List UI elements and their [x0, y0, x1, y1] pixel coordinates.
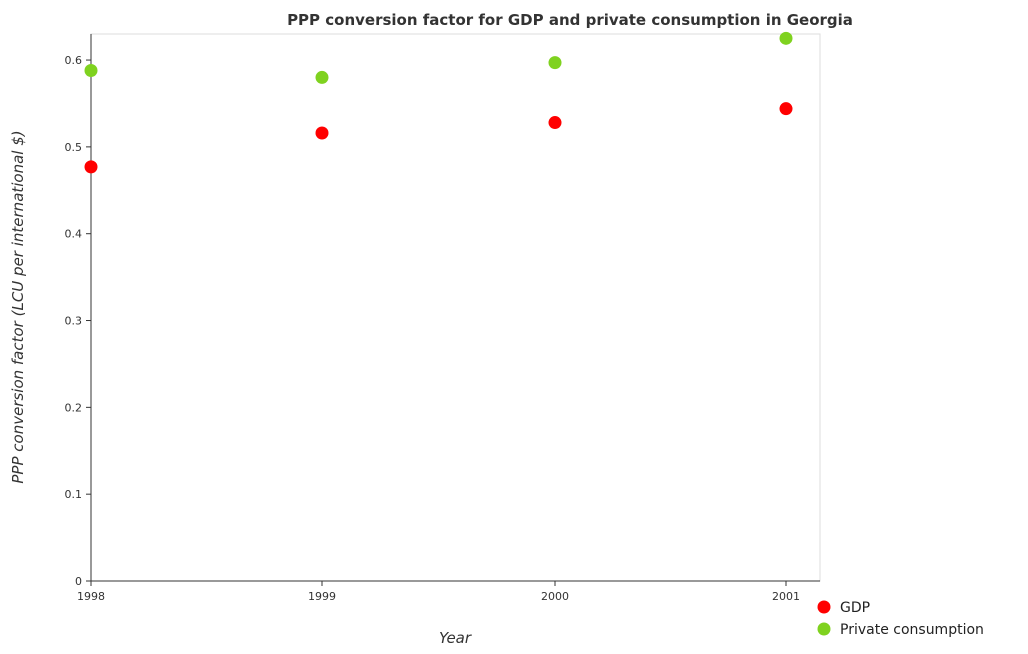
x-tick-label: 1999 [308, 590, 336, 603]
data-point-gdp-2001 [779, 102, 793, 116]
data-point-gdp-2000 [548, 116, 562, 130]
y-axis-ticks: 0 0.1 0.2 0.3 0.4 0.5 0.6 [65, 54, 91, 588]
data-point-gdp-1998 [84, 160, 98, 174]
data-point-gdp-1999 [315, 126, 329, 140]
x-tick-label: 1998 [77, 590, 105, 603]
y-tick-label: 0.6 [65, 54, 83, 67]
y-axis-title: PPP conversion factor (LCU per internati… [9, 130, 27, 483]
legend-label-gdp: GDP [840, 600, 870, 616]
y-tick-label: 0 [75, 575, 82, 588]
chart-title: PPP conversion factor for GDP and privat… [287, 11, 853, 29]
x-tick-label: 2000 [541, 590, 569, 603]
legend-marker-gdp [817, 600, 831, 614]
plot-area [90, 33, 821, 582]
legend-label-private-consumption: Private consumption [840, 622, 984, 638]
legend-marker-private-consumption [817, 622, 831, 636]
y-tick-label: 0.1 [65, 488, 83, 501]
data-point-private-consumption-2001 [779, 31, 793, 45]
data-point-private-consumption-1999 [315, 70, 329, 84]
x-axis-title: Year [439, 629, 472, 647]
y-tick-label: 0.3 [65, 315, 83, 328]
legend: GDP Private consumption [817, 600, 984, 638]
data-point-private-consumption-2000 [548, 56, 562, 70]
data-point-private-consumption-1998 [84, 63, 98, 77]
y-tick-label: 0.4 [65, 228, 83, 241]
x-axis-ticks: 1998 1999 2000 2001 [77, 581, 800, 603]
y-tick-label: 0.2 [65, 401, 83, 414]
x-tick-label: 2001 [772, 590, 800, 603]
y-tick-label: 0.5 [65, 141, 83, 154]
data-points [84, 31, 793, 174]
